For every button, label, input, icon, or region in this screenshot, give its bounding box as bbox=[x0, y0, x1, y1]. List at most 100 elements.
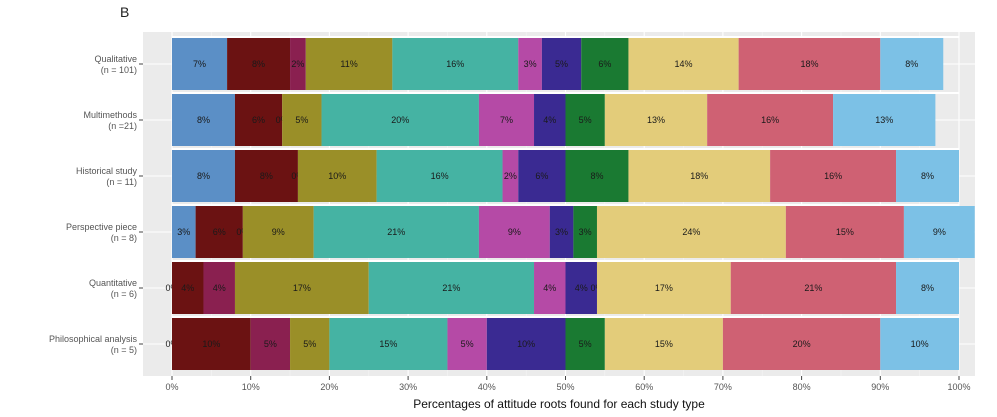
segment-label: 5% bbox=[579, 339, 592, 349]
bar-segment bbox=[565, 94, 605, 146]
bar-segment bbox=[502, 150, 519, 202]
bar-segment bbox=[541, 38, 582, 90]
segment-label: 10% bbox=[911, 339, 929, 349]
bar-segment bbox=[573, 206, 597, 258]
bar-segment bbox=[203, 262, 235, 314]
bar-segment bbox=[486, 318, 566, 370]
x-tick-label: 60% bbox=[635, 382, 653, 392]
segment-label: 5% bbox=[295, 115, 308, 125]
bar-segment bbox=[297, 150, 377, 202]
y-tick-label: Perspective piece bbox=[66, 222, 137, 232]
segment-label: 4% bbox=[181, 283, 194, 293]
bar-segment bbox=[250, 318, 291, 370]
segment-label: 17% bbox=[655, 283, 673, 293]
bar-segment bbox=[172, 150, 235, 202]
segment-label: 5% bbox=[303, 339, 316, 349]
bar-segment bbox=[896, 262, 959, 314]
bar-segment bbox=[172, 94, 235, 146]
bar-segment bbox=[730, 262, 897, 314]
bar-segment bbox=[707, 94, 834, 146]
segment-label: 8% bbox=[921, 171, 934, 181]
x-tick-label: 40% bbox=[478, 382, 496, 392]
bar-segment bbox=[628, 150, 771, 202]
bar-segment bbox=[628, 38, 739, 90]
segment-label: 6% bbox=[535, 171, 548, 181]
segment-label: 11% bbox=[340, 59, 357, 69]
segment-label: 7% bbox=[193, 59, 206, 69]
segment-label: 10% bbox=[517, 339, 535, 349]
segment-label: 3% bbox=[555, 227, 568, 237]
x-tick-label: 50% bbox=[556, 382, 574, 392]
bar-segment bbox=[565, 318, 605, 370]
bar-segment bbox=[282, 94, 322, 146]
segment-label: 8% bbox=[590, 171, 603, 181]
x-tick-label: 90% bbox=[871, 382, 889, 392]
segment-label: 15% bbox=[379, 339, 397, 349]
bar-segment bbox=[785, 206, 904, 258]
bar-segment bbox=[172, 206, 196, 258]
bar-segment bbox=[290, 38, 306, 90]
segment-label: 21% bbox=[387, 227, 405, 237]
segment-label: 13% bbox=[647, 115, 665, 125]
bar-segment bbox=[903, 206, 975, 258]
x-tick-label: 100% bbox=[947, 382, 970, 392]
segment-label: 16% bbox=[446, 59, 464, 69]
segment-label: 18% bbox=[800, 59, 818, 69]
segment-label: 8% bbox=[252, 59, 265, 69]
bar-segment bbox=[329, 318, 448, 370]
y-tick-label: Philosophical analysis bbox=[49, 334, 138, 344]
segment-label: 4% bbox=[543, 283, 556, 293]
segment-label: 8% bbox=[197, 171, 210, 181]
y-tick-count: (n = 6) bbox=[111, 289, 137, 299]
segment-label: 3% bbox=[524, 59, 537, 69]
y-tick-count: (n = 101) bbox=[101, 65, 137, 75]
segment-label: 4% bbox=[575, 283, 588, 293]
segment-label: 15% bbox=[655, 339, 673, 349]
segment-label: 2% bbox=[504, 171, 517, 181]
bar-segment bbox=[738, 38, 881, 90]
segment-label: 4% bbox=[213, 283, 226, 293]
bar-segment bbox=[604, 318, 723, 370]
bar-segment bbox=[534, 94, 566, 146]
segment-label: 4% bbox=[543, 115, 556, 125]
bar-segment bbox=[549, 206, 574, 258]
segment-label: 14% bbox=[675, 59, 693, 69]
segment-label: 7% bbox=[500, 115, 513, 125]
bar-segment bbox=[880, 318, 959, 370]
y-tick-count: (n = 5) bbox=[111, 345, 137, 355]
bar-segment bbox=[321, 94, 479, 146]
segment-label: 6% bbox=[598, 59, 611, 69]
y-tick-label: Historical study bbox=[76, 166, 138, 176]
x-tick-label: 30% bbox=[399, 382, 417, 392]
segment-label: 15% bbox=[836, 227, 854, 237]
bar-segment bbox=[565, 262, 597, 314]
y-tick-label: Qualitative bbox=[94, 54, 137, 64]
segment-label: 24% bbox=[682, 227, 700, 237]
segment-label: 2% bbox=[291, 59, 304, 69]
x-tick-label: 10% bbox=[242, 382, 260, 392]
segment-label: 20% bbox=[793, 339, 811, 349]
x-tick-label: 20% bbox=[320, 382, 338, 392]
segment-label: 10% bbox=[328, 171, 346, 181]
segment-label: 3% bbox=[579, 227, 592, 237]
bar-segment bbox=[172, 318, 251, 370]
bar-segment bbox=[242, 206, 314, 258]
bar-segment bbox=[518, 38, 542, 90]
bar-segment bbox=[313, 206, 479, 258]
bar-segment bbox=[478, 206, 550, 258]
segment-label: 9% bbox=[272, 227, 285, 237]
y-tick-label: Multimethods bbox=[83, 110, 137, 120]
segment-label: 16% bbox=[431, 171, 449, 181]
bar-segment bbox=[376, 150, 503, 202]
bar-segment bbox=[565, 150, 629, 202]
panel-label: B bbox=[120, 4, 130, 20]
segment-label: 13% bbox=[875, 115, 893, 125]
segment-label: 3% bbox=[177, 227, 190, 237]
segment-label: 5% bbox=[461, 339, 474, 349]
bar-segment bbox=[596, 206, 786, 258]
bar-segment bbox=[172, 38, 228, 90]
bar-segment bbox=[227, 38, 291, 90]
segment-label: 16% bbox=[761, 115, 779, 125]
y-tick-count: (n =21) bbox=[108, 121, 137, 131]
